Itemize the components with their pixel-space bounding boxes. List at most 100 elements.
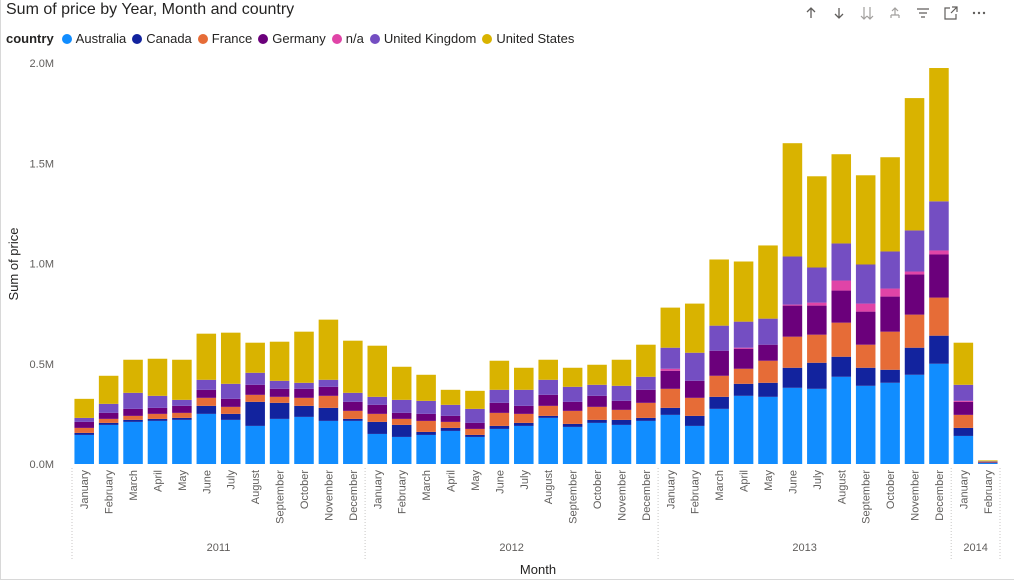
bar-segment[interactable] (343, 420, 363, 464)
bar-segment[interactable] (758, 318, 778, 345)
bar-segment[interactable] (758, 245, 778, 319)
bar-segment[interactable] (367, 421, 388, 434)
bar-segment[interactable] (978, 462, 998, 464)
bar-segment[interactable] (587, 419, 607, 423)
bar-segment[interactable] (587, 422, 607, 464)
bar-segment[interactable] (953, 427, 974, 436)
bar-segment[interactable] (782, 387, 803, 464)
bar-segment[interactable] (514, 422, 534, 426)
bar-segment[interactable] (660, 370, 681, 389)
bar-segment[interactable] (440, 415, 461, 422)
bar-segment[interactable] (245, 342, 265, 373)
bar-segment[interactable] (978, 461, 998, 462)
bar-segment[interactable] (929, 297, 949, 336)
bar-segment[interactable] (636, 417, 656, 421)
bar-segment[interactable] (684, 352, 705, 381)
bar-segment[interactable] (538, 379, 558, 395)
bar-segment[interactable] (465, 428, 485, 435)
bar-segment[interactable] (929, 363, 949, 464)
bar-segment[interactable] (880, 331, 900, 370)
bar-segment[interactable] (367, 396, 388, 405)
bar-segment[interactable] (172, 359, 192, 400)
bar-segment[interactable] (831, 243, 852, 281)
bar-segment[interactable] (343, 418, 363, 421)
sort-descending-icon[interactable] (831, 4, 847, 22)
bar-segment[interactable] (416, 434, 436, 464)
bar-segment[interactable] (978, 460, 998, 462)
bar-segment[interactable] (587, 406, 607, 420)
bar-segment[interactable] (782, 305, 803, 337)
legend-item-united-states[interactable]: United States (482, 31, 574, 46)
bar-segment[interactable] (294, 397, 314, 406)
bar-segment[interactable] (318, 319, 339, 380)
bar-segment[interactable] (636, 389, 656, 403)
bar-segment[interactable] (904, 230, 925, 272)
bar-segment[interactable] (220, 406, 241, 414)
bar-segment[interactable] (929, 335, 949, 364)
bar-segment[interactable] (318, 395, 339, 408)
bar-segment[interactable] (172, 412, 192, 418)
bar-segment[interactable] (391, 436, 412, 464)
filter-icon[interactable] (915, 4, 931, 22)
bar-segment[interactable] (758, 360, 778, 383)
bar-segment[interactable] (123, 419, 143, 422)
bar-segment[interactable] (880, 382, 900, 464)
bar-segment[interactable] (343, 401, 363, 411)
bar-segment[interactable] (147, 358, 168, 396)
bar-segment[interactable] (733, 383, 754, 396)
bar-segment[interactable] (489, 425, 510, 429)
bar-segment[interactable] (904, 347, 925, 375)
bar-segment[interactable] (636, 420, 656, 464)
bar-segment[interactable] (733, 347, 754, 349)
bar-segment[interactable] (660, 414, 681, 464)
bar-segment[interactable] (98, 418, 119, 423)
bar-segment[interactable] (220, 332, 241, 384)
bar-segment[interactable] (782, 143, 803, 257)
bar-segment[interactable] (440, 404, 461, 416)
bar-segment[interactable] (269, 388, 290, 397)
bar-segment[interactable] (489, 412, 510, 426)
bar-segment[interactable] (98, 424, 119, 464)
bar-segment[interactable] (807, 305, 827, 335)
bar-segment[interactable] (343, 410, 363, 419)
bar-segment[interactable] (953, 342, 974, 385)
bar-segment[interactable] (880, 369, 900, 383)
bar-segment[interactable] (245, 384, 265, 395)
bar-segment[interactable] (855, 367, 876, 386)
bar-segment[interactable] (147, 418, 168, 421)
bar-segment[interactable] (562, 401, 583, 411)
bar-segment[interactable] (220, 398, 241, 407)
bar-segment[interactable] (684, 303, 705, 353)
bar-segment[interactable] (831, 280, 852, 291)
bar-segment[interactable] (684, 397, 705, 416)
bar-segment[interactable] (294, 405, 314, 417)
bar-segment[interactable] (196, 389, 217, 398)
bar-segment[interactable] (929, 254, 949, 298)
bar-segment[interactable] (855, 344, 876, 368)
bar-segment[interactable] (196, 397, 217, 406)
legend-item-na[interactable]: n/a (331, 31, 364, 46)
bar-segment[interactable] (367, 404, 388, 414)
bar-segment[interactable] (782, 256, 803, 305)
bar-segment[interactable] (953, 435, 974, 464)
bar-segment[interactable] (978, 462, 998, 463)
bar-segment[interactable] (611, 424, 632, 464)
bar-segment[interactable] (587, 395, 607, 407)
bar-segment[interactable] (807, 388, 827, 464)
bar-segment[interactable] (318, 386, 339, 396)
bar-segment[interactable] (904, 374, 925, 464)
bar-segment[interactable] (538, 405, 558, 416)
expand-all-down-icon[interactable] (859, 4, 875, 22)
bar-segment[interactable] (74, 434, 94, 464)
bar-segment[interactable] (220, 413, 241, 420)
bar-segment[interactable] (538, 394, 558, 406)
bar-segment[interactable] (74, 427, 94, 433)
bar-segment[interactable] (147, 420, 168, 464)
bar-segment[interactable] (465, 436, 485, 464)
legend-item-germany[interactable]: Germany (258, 31, 326, 46)
bar-segment[interactable] (489, 389, 510, 403)
bar-segment[interactable] (269, 341, 290, 381)
bar-segment[interactable] (172, 399, 192, 406)
bar-segment[interactable] (660, 368, 681, 371)
bar-segment[interactable] (245, 394, 265, 402)
